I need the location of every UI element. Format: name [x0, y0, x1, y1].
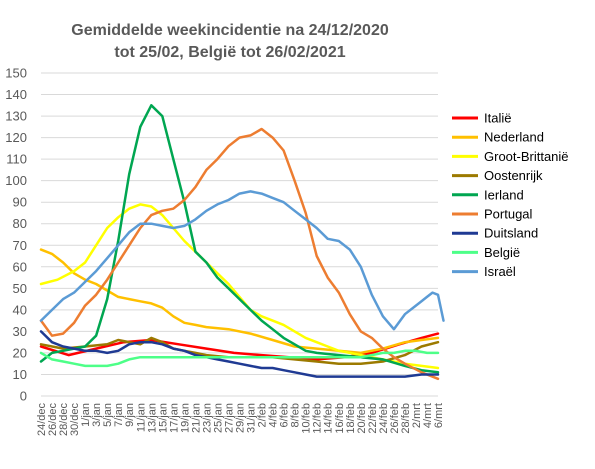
x-tick-label: 1/jan [80, 403, 92, 427]
legend-label-nederland: Nederland [484, 130, 544, 145]
y-tick-label: 10 [13, 367, 27, 382]
x-tick-label: 4/mrt [422, 403, 434, 428]
y-tick-label: 150 [5, 66, 27, 81]
y-axis-ticks: 0 10 20 30 40 50 60 70 80 90 100 110 120 130 140 150 [5, 66, 27, 404]
y-tick-label: 80 [13, 216, 27, 231]
y-tick-label: 50 [13, 281, 27, 296]
legend-label-groot-brittanie: Groot-Brittanië [484, 149, 569, 164]
x-tick-label: 15/jan [157, 403, 169, 433]
y-tick-label: 30 [13, 324, 27, 339]
x-tick-label: 9/jan [124, 403, 136, 427]
y-tick-label: 100 [5, 173, 27, 188]
series-line-israel [39, 190, 445, 331]
x-tick-label: 28/feb [400, 403, 412, 434]
x-tick-label: 31/jan [246, 403, 258, 433]
legend-label-israel: Israël [484, 264, 516, 279]
series-line-nederland [39, 248, 440, 355]
y-tick-label: 70 [13, 238, 27, 253]
y-tick-label: 130 [5, 109, 27, 124]
x-tick-label: 18/feb [345, 403, 357, 434]
x-tick-label: 29/jan [235, 403, 247, 433]
y-tick-label: 120 [5, 130, 27, 145]
legend: Italië Nederland Groot-Brittanië Oostenrijk… [452, 111, 569, 279]
x-tick-label: 21/jan [190, 403, 202, 433]
x-tick-label: 27/jan [223, 403, 235, 433]
x-tick-label: 13/jan [146, 403, 158, 433]
x-tick-label: 4/feb [268, 403, 280, 427]
legend-label-italie: Italië [484, 111, 511, 126]
legend-label-oostenrijk: Oostenrijk [484, 168, 543, 183]
x-tick-label: 6/mrt [433, 403, 445, 428]
x-tick-label: 7/jan [113, 403, 125, 427]
y-tick-label: 90 [13, 195, 27, 210]
x-tick-label: 23/jan [201, 403, 213, 433]
x-axis-ticks: 24/dec 26/dec 28/dec 30/dec 1/jan 3/jan 5/jan 7… [36, 403, 445, 437]
x-tick-label: 5/jan [102, 403, 114, 427]
series-lines [39, 104, 445, 381]
series-line-italie [39, 332, 440, 361]
series-line-ierland [39, 104, 440, 374]
x-tick-label: 25/jan [212, 403, 224, 433]
x-tick-label: 19/jan [179, 403, 191, 433]
series-line-duitsland [39, 330, 440, 378]
x-tick-label: 12/feb [312, 403, 324, 434]
x-tick-label: 22/feb [367, 403, 379, 434]
x-tick-label: 28/dec [58, 403, 70, 437]
x-tick-label: 26/dec [47, 403, 59, 437]
x-tick-label: 24/dec [36, 403, 48, 437]
y-tick-label: 0 [20, 389, 27, 404]
x-tick-label: 20/feb [356, 403, 368, 434]
y-tick-label: 60 [13, 259, 27, 274]
x-tick-label: 26/feb [389, 403, 401, 434]
x-tick-label: 2/feb [257, 403, 269, 427]
x-tick-label: 8/feb [290, 403, 302, 427]
legend-label-belgie: België [484, 245, 520, 260]
x-tick-label: 11/jan [135, 403, 147, 432]
y-tick-label: 20 [13, 345, 27, 360]
y-tick-label: 110 [6, 152, 27, 167]
x-tick-label: 17/jan [168, 403, 180, 433]
series-line-oostenrijk [39, 336, 440, 365]
x-tick-label: 2/mrt [411, 403, 423, 428]
legend-label-portugal: Portugal [484, 207, 533, 222]
x-tick-label: 16/feb [334, 403, 346, 434]
legend-label-duitsland: Duitsland [484, 226, 538, 241]
y-tick-label: 140 [5, 87, 27, 102]
legend-label-ierland: Ierland [484, 187, 524, 202]
chart-title-line-2: tot 25/02, België tot 26/02/2021 [114, 44, 345, 61]
x-tick-label: 6/feb [279, 403, 291, 427]
x-tick-label: 10/feb [301, 403, 313, 434]
x-tick-label: 14/feb [323, 403, 335, 434]
chart-title-line-1: Gemiddelde weekincidentie na 24/12/2020 [71, 22, 389, 39]
x-tick-label: 24/feb [378, 403, 390, 434]
x-tick-label: 30/dec [69, 403, 81, 437]
x-tick-label: 3/jan [91, 403, 103, 427]
series-line-portugal [39, 127, 440, 381]
series-line-belgie [39, 349, 440, 368]
y-tick-label: 40 [13, 302, 27, 317]
